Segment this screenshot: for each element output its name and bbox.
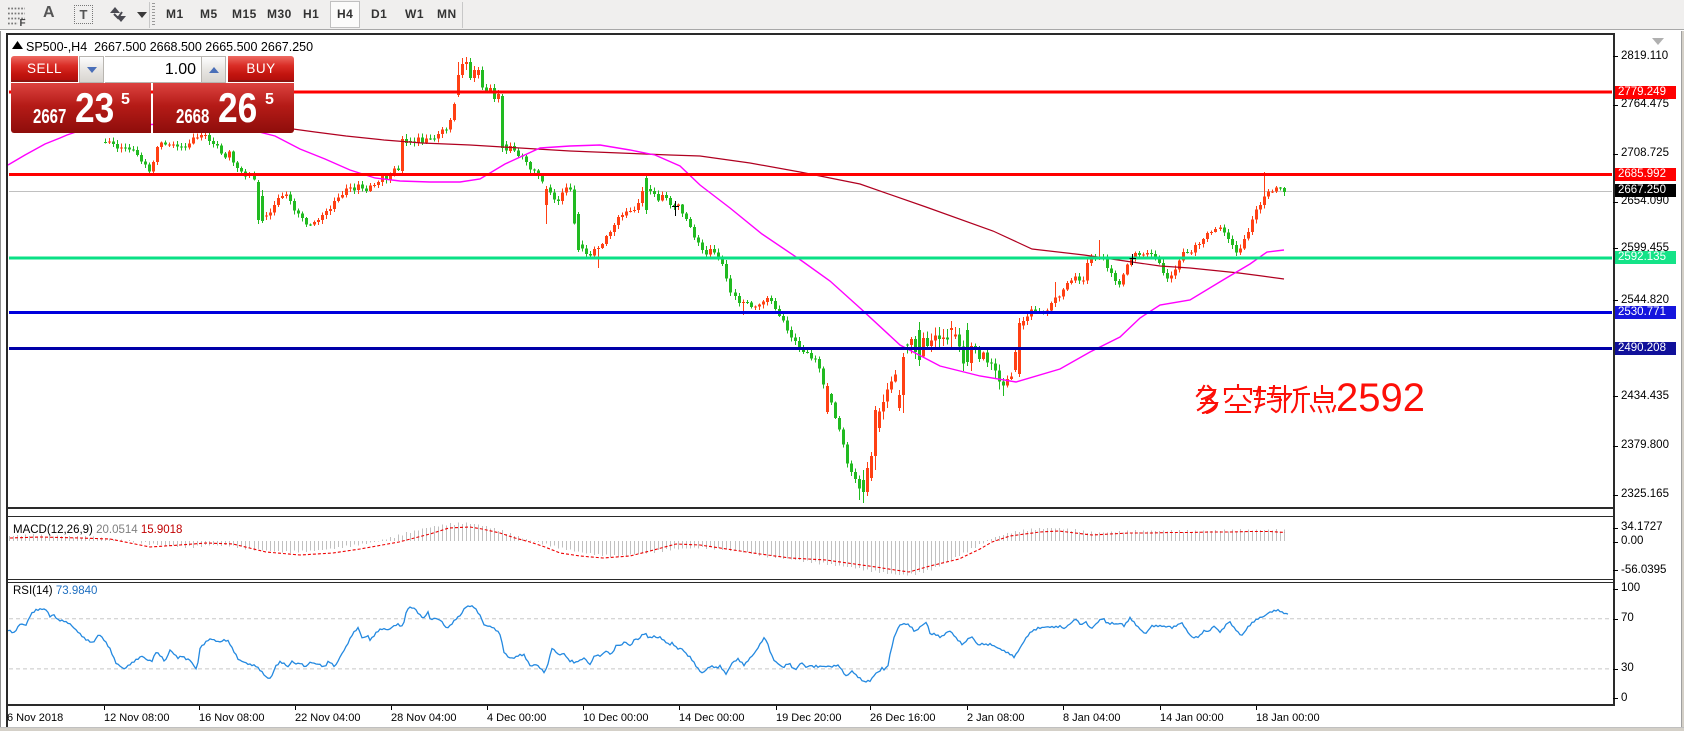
svg-text:F: F bbox=[20, 18, 26, 26]
